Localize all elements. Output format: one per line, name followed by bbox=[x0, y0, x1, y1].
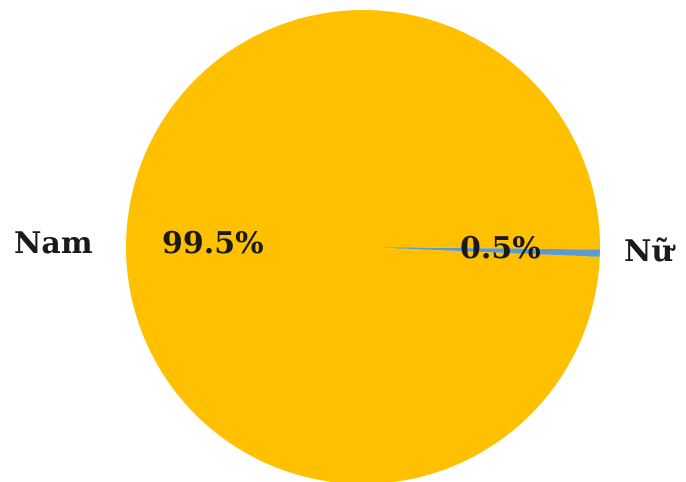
pie-slice-nu bbox=[363, 247, 600, 257]
pie-slices bbox=[126, 10, 600, 482]
slice-label-nam: Nam bbox=[14, 226, 93, 261]
pie-slice-nam bbox=[126, 10, 600, 482]
slice-pct-nam: 99.5% bbox=[162, 226, 264, 261]
slice-pct-nu: 0.5% bbox=[460, 231, 541, 266]
slice-label-nu: Nữ bbox=[624, 234, 676, 269]
